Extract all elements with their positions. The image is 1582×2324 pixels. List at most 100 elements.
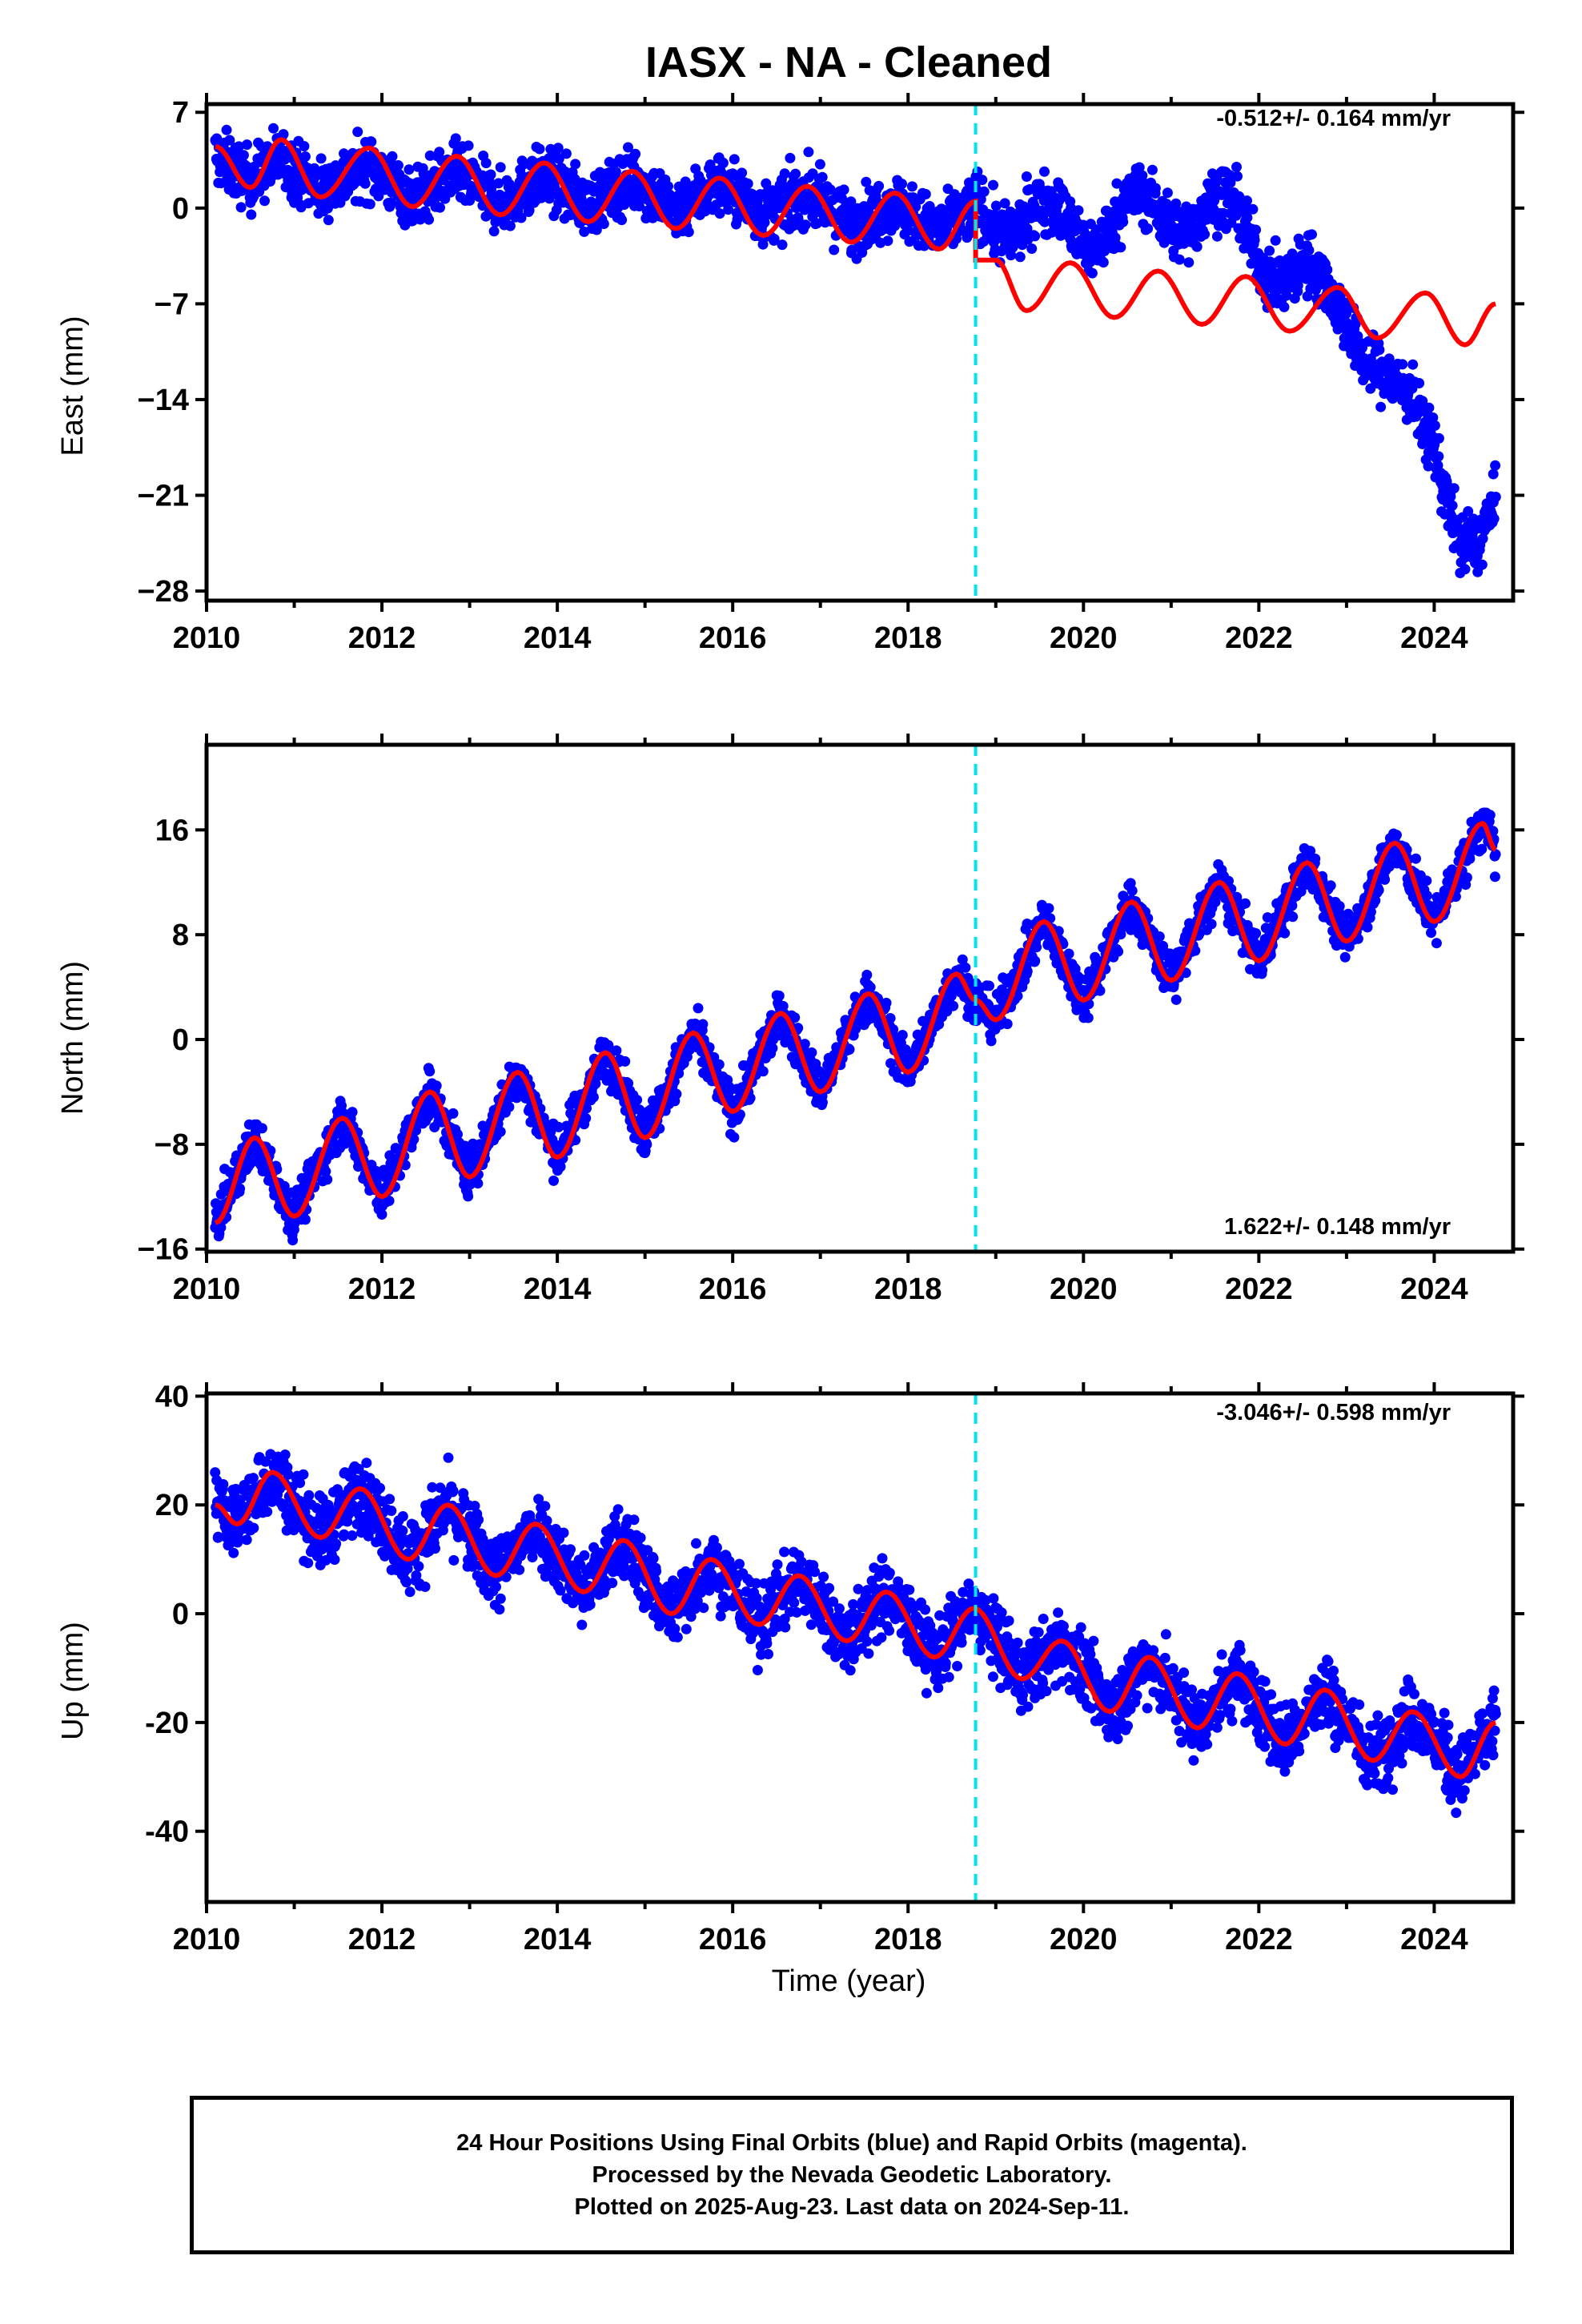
east-data-point	[723, 204, 734, 215]
north-data-point	[1170, 994, 1182, 1005]
east-data-point	[1161, 199, 1172, 210]
east-xtick-label: 2024	[1400, 621, 1468, 655]
east-data-point	[1191, 241, 1203, 252]
east-data-point	[1433, 451, 1444, 462]
east-data-point	[873, 180, 885, 191]
east-data-point	[404, 164, 415, 175]
east-data-point	[747, 189, 758, 200]
north-data-point	[844, 1044, 855, 1055]
east-ytick-label: −28	[138, 575, 189, 609]
east-data-point	[817, 171, 828, 183]
east-data-point	[683, 227, 694, 238]
north-data-point	[1082, 1012, 1094, 1023]
north-data-point	[757, 1066, 769, 1077]
north-data-point	[789, 1012, 801, 1023]
east-data-point	[777, 239, 788, 251]
east-data-point	[570, 159, 581, 170]
north-data-point	[215, 1222, 227, 1233]
east-data-point	[1158, 237, 1170, 248]
east-ytick-label: 7	[172, 96, 189, 130]
east-xtick-label: 2020	[1050, 621, 1118, 655]
east-data-point	[785, 152, 796, 163]
rate-label-north: 1.622+/- 0.148 mm/yr	[1224, 1214, 1451, 1240]
north-data-point	[861, 969, 873, 980]
east-data-point	[242, 139, 252, 151]
east-data-point	[536, 192, 547, 203]
east-data-point	[1264, 245, 1275, 256]
east-data-point	[1341, 308, 1351, 320]
east-data-point	[814, 159, 825, 170]
north-data-point	[1287, 911, 1299, 923]
east-data-point	[387, 151, 398, 162]
east-data-point	[552, 143, 564, 154]
east-data-point	[1397, 359, 1408, 370]
east-data-point	[364, 199, 375, 210]
north-data-point	[1022, 966, 1033, 977]
east-data-point	[717, 158, 729, 168]
east-data-point	[1137, 170, 1148, 181]
east-data-point	[1463, 506, 1474, 517]
east-data-point	[811, 218, 822, 229]
north-data-point	[897, 1030, 908, 1040]
east-data-point	[779, 168, 790, 179]
north-data-point	[865, 982, 876, 993]
north-data-point	[885, 1058, 896, 1069]
east-data-point	[246, 209, 257, 220]
north-data-point	[986, 1035, 997, 1047]
north-data-point	[1339, 951, 1351, 963]
east-data-point	[1448, 483, 1460, 494]
east-data-point	[988, 179, 998, 191]
east-data-point	[1488, 513, 1500, 525]
east-data-point	[268, 123, 279, 134]
north-data-point	[1325, 880, 1336, 891]
east-data-point	[233, 141, 244, 152]
east-data-point	[1014, 251, 1026, 263]
north-data-point	[1094, 985, 1106, 996]
east-observations	[210, 123, 1501, 578]
east-data-point	[1118, 216, 1129, 227]
east-data-point	[1279, 301, 1290, 312]
east-data-point	[924, 201, 935, 211]
north-data-point	[671, 1088, 682, 1100]
east-data-point	[714, 208, 725, 219]
north-data-point	[545, 1126, 556, 1137]
east-ytick-label: 0	[172, 192, 189, 226]
east-data-point	[1086, 267, 1098, 279]
north-data-point	[383, 1196, 395, 1206]
north-data-point	[376, 1209, 387, 1220]
east-data-point	[534, 143, 545, 155]
east-data-point	[1242, 195, 1252, 207]
east-data-point	[224, 135, 235, 146]
north-data-point	[1223, 875, 1234, 887]
east-ytick-label: −14	[138, 384, 189, 417]
east-data-point	[1423, 460, 1434, 472]
north-data-point	[320, 1166, 331, 1177]
north-data-point	[1190, 945, 1201, 956]
east-data-point	[1098, 257, 1109, 268]
east-data-point	[485, 169, 496, 180]
y-axis-label-north: North (mm)	[56, 961, 90, 1115]
north-data-point	[408, 1134, 420, 1145]
north-data-point	[299, 1214, 311, 1225]
north-data-point	[256, 1123, 267, 1134]
east-data-point	[729, 154, 740, 165]
east-data-point	[1407, 359, 1419, 370]
east-data-point	[742, 178, 753, 189]
east-data-point	[680, 176, 691, 187]
east-frame	[204, 102, 1516, 603]
north-data-point	[806, 1047, 817, 1058]
north-data-point	[620, 1055, 631, 1067]
east-data-point	[259, 195, 270, 207]
north-data-point	[611, 1045, 622, 1056]
y-axis-label-east: East (mm)	[56, 316, 90, 456]
north-data-point	[235, 1183, 246, 1194]
east-data-point	[1150, 183, 1161, 194]
east-xtick-label: 2014	[524, 621, 592, 655]
east-data-point	[1427, 412, 1439, 423]
north-data-point	[555, 1161, 566, 1172]
east-data-point	[1022, 223, 1033, 234]
north-data-point	[1251, 928, 1262, 939]
east-data-point	[1231, 162, 1242, 172]
east-data-point	[1352, 331, 1363, 342]
east-ytick-label: −21	[138, 479, 189, 513]
